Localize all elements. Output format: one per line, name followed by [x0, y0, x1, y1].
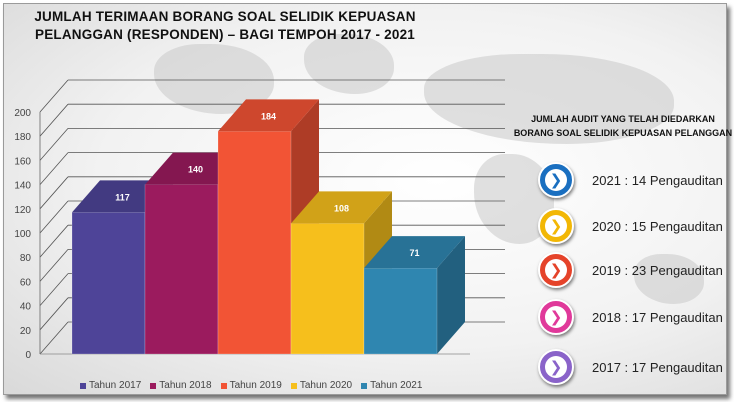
- world-map-background: [424, 54, 674, 144]
- chevron-right-icon: ❯: [549, 216, 563, 235]
- chart-title: JUMLAH TERIMAAN BORANG SOAL SELIDIK KEPU…: [34, 9, 416, 42]
- bar: [217, 131, 292, 355]
- legend-item: Tahun 2018: [150, 380, 212, 391]
- audit-heading: JUMLAH AUDIT YANG TELAH DIEDARKAN BORANG…: [513, 114, 733, 138]
- legend-item: Tahun 2020: [290, 380, 353, 391]
- audit-item: ❯ 2020 : 15 Pengauditan: [538, 206, 723, 246]
- data-label: 117: [115, 192, 130, 202]
- bar-side: [437, 236, 465, 354]
- data-label: 140: [188, 165, 203, 175]
- legend-swatch: [150, 382, 157, 389]
- y-tick-label: 40: [20, 302, 32, 313]
- legend-label: Tahun 2019: [229, 380, 282, 391]
- legend-label: Tahun 2021: [370, 380, 423, 391]
- badge-inner: ❯: [545, 306, 567, 328]
- gridline-depth: [39, 224, 69, 258]
- data-label: 71: [409, 248, 419, 258]
- bar-top: [218, 99, 319, 132]
- y-tick-label: 200: [14, 108, 31, 119]
- y-tick-label: 120: [14, 205, 31, 216]
- audit-item-text: 2020 : 15 Pengauditan: [592, 218, 723, 234]
- chevron-right-icon: ❯: [549, 357, 563, 376]
- gridline-depth: [39, 152, 69, 185]
- gridline-depth: [39, 249, 69, 282]
- legend-swatch: [361, 382, 368, 389]
- badge-inner: ❯: [545, 169, 567, 191]
- data-label: 108: [334, 203, 349, 213]
- bar: [363, 267, 438, 355]
- y-tick-label: 60: [20, 277, 32, 288]
- bar: [290, 223, 365, 355]
- bar-top: [291, 191, 392, 224]
- audit-item: ❯ 2018 : 17 Pengauditan: [538, 297, 723, 337]
- legend-label: Tahun 2017: [89, 380, 142, 391]
- data-label: 184: [261, 111, 276, 121]
- legend-item: Tahun 2017: [80, 380, 141, 391]
- world-map-background: [304, 34, 394, 94]
- audit-year-badge: ❯: [538, 349, 574, 385]
- legend-label: Tahun 2018: [159, 380, 212, 391]
- gridline-depth: [39, 273, 69, 306]
- legend-swatch: [80, 382, 86, 389]
- legend-swatch: [290, 382, 297, 389]
- gridline-depth: [39, 200, 69, 234]
- audit-year-badge: ❯: [538, 299, 574, 335]
- audit-year-badge: ❯: [538, 162, 574, 198]
- y-tick-label: 100: [14, 229, 31, 240]
- gridline-depth: [39, 128, 69, 161]
- gridline-depth: [39, 297, 69, 331]
- legend-swatch: [220, 382, 227, 389]
- gridline-depth: [39, 103, 69, 137]
- audit-item: ❯ 2017 : 17 Pengauditan: [538, 347, 723, 387]
- audit-item-text: 2019 : 23 Pengauditan: [592, 262, 723, 278]
- world-map-background: [634, 254, 704, 304]
- y-tick-label: 180: [14, 132, 31, 143]
- audit-item: ❯ 2021 : 14 Pengauditan: [538, 160, 723, 200]
- audit-item-text: 2018 : 17 Pengauditan: [592, 309, 723, 325]
- audit-item-text: 2021 : 14 Pengauditan: [592, 172, 723, 188]
- gridline-depth: [39, 79, 69, 113]
- chevron-right-icon: ❯: [549, 307, 563, 326]
- y-tick-label: 0: [25, 350, 31, 361]
- legend-item: Tahun 2019: [220, 380, 282, 391]
- chart-legend: Tahun 2017 Tahun 2018 Tahun 2019 Tahun 2020…: [80, 380, 422, 391]
- badge-inner: ❯: [545, 259, 567, 281]
- audit-item: ❯ 2019 : 23 Pengauditan: [538, 250, 723, 290]
- legend-item: Tahun 2021: [361, 380, 422, 391]
- audit-year-badge: ❯: [538, 208, 574, 244]
- bar: [144, 184, 219, 355]
- audit-year-badge: ❯: [538, 252, 574, 288]
- bar-top: [364, 236, 465, 269]
- gridline-depth: [39, 321, 69, 355]
- legend-label: Tahun 2020: [299, 380, 353, 391]
- y-tick-label: 140: [14, 181, 31, 192]
- chevron-right-icon: ❯: [549, 260, 563, 279]
- y-tick-label: 160: [14, 156, 31, 167]
- gridline-depth: [39, 176, 69, 210]
- chevron-right-icon: ❯: [549, 170, 563, 189]
- audit-item-text: 2017 : 17 Pengauditan: [592, 359, 723, 375]
- badge-inner: ❯: [545, 215, 567, 237]
- y-tick-label: 80: [20, 253, 32, 264]
- y-tick-label: 20: [20, 326, 32, 337]
- badge-inner: ❯: [545, 356, 567, 378]
- bar: [71, 212, 146, 355]
